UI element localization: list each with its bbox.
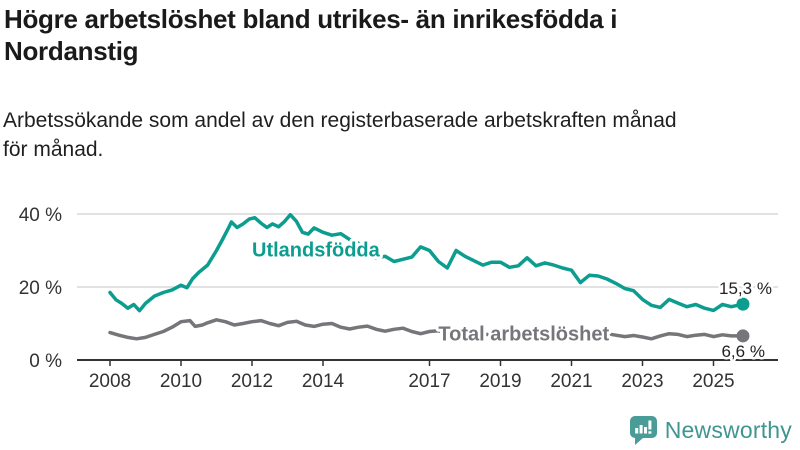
x-tick-label: 2017 [408,371,450,392]
line-chart: 0 % 20 % 40 % 2008 2010 2012 2014 2017 2019 2021 2… [0,185,800,400]
y-tick-label: 40 % [19,205,62,226]
series-end-dot [736,297,750,311]
x-tick-label: 2019 [479,371,521,392]
series-end-value-label: 6,6 % [721,342,764,361]
series-line-total-arbetsl-shet [108,318,745,341]
x-tick-label: 2008 [89,371,131,392]
unemployment-line-chart-svg: 0 % 20 % 40 % 2008 2010 2012 2014 2017 2019 2021 2… [19,205,778,392]
x-tick-label: 2012 [231,371,273,392]
x-tick-label: 2014 [302,371,345,392]
series-end-value-label: 15,3 % [719,279,772,298]
newsworthy-logo-text: Newsworthy [664,416,792,443]
x-tick-label: 2010 [160,371,202,392]
series-end-dot [736,329,750,343]
series-label: Utlandsfödda [252,239,381,261]
newsworthy-logo-icon [629,415,657,445]
chart-subtitle: Arbetssökande som andel av den registerb… [3,109,677,161]
y-tick-label: 20 % [19,278,62,299]
series-line-utlandsf-dda [108,212,745,313]
newsworthy-logo: Newsworthy [629,414,792,446]
x-tick-label: 2025 [692,371,734,392]
y-tick-label: 0 % [29,351,62,372]
page-title: Högre arbetslöshet bland utrikes- än inr… [4,4,618,66]
series-label: Total arbetslöshet [438,323,609,345]
x-tick-label: 2023 [621,371,663,392]
x-tick-label: 2021 [550,371,592,392]
